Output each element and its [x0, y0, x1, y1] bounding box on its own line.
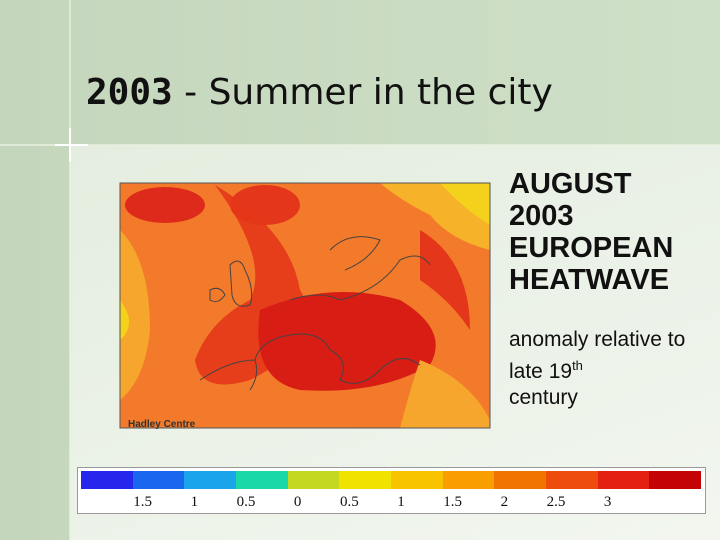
title-year: 2003: [86, 72, 173, 113]
colorbar-label: 1.5: [443, 494, 463, 510]
colorbar-label: 2.5: [546, 494, 566, 510]
colorbar-label: 1: [397, 494, 405, 510]
color-swatch: [494, 471, 546, 489]
colorbar-label: 0: [293, 494, 302, 510]
color-swatch: [184, 471, 236, 489]
heading-line: 2003: [509, 200, 574, 232]
color-swatch: [132, 471, 185, 489]
color-swatch: [339, 471, 391, 489]
subtitle-sup: th: [572, 358, 583, 373]
color-swatch: [287, 471, 340, 489]
colorbar-label: 2: [500, 494, 509, 510]
colorbar: 1.5 1 0.5 0 0.5 1 1.5 2 2.5 3: [77, 467, 706, 514]
color-swatch: [442, 471, 495, 489]
color-swatch: [546, 471, 598, 489]
subtitle-text: century: [509, 386, 578, 409]
heading-line: EUROPEAN: [509, 232, 674, 264]
map-credit: Hadley Centre: [128, 419, 196, 430]
slide-title: 2003 - Summer in the city: [86, 72, 553, 113]
subtitle-text: anomaly relative to late 19: [509, 328, 686, 383]
heading: AUGUST 2003 EUROPEAN HEATWAVE: [509, 168, 673, 296]
colorbar-label: 3: [603, 494, 612, 510]
color-swatch: [236, 471, 288, 489]
color-swatch: [81, 471, 133, 489]
color-swatch: [649, 471, 701, 489]
title-rest: - Summer in the city: [172, 72, 553, 113]
heat-map: [119, 182, 491, 429]
colorbar-label: 1.5: [133, 494, 153, 510]
heading-line: AUGUST: [509, 168, 632, 200]
color-swatch: [597, 471, 650, 489]
colorbar-label: 0.5: [339, 494, 359, 510]
color-swatch: [391, 471, 443, 489]
colorbar-label: 0.5: [236, 494, 256, 510]
heading-line: HEATWAVE: [509, 264, 670, 296]
subtitle: anomaly relative to late 19th century: [509, 327, 720, 411]
colorbar-label: 1: [190, 494, 199, 510]
